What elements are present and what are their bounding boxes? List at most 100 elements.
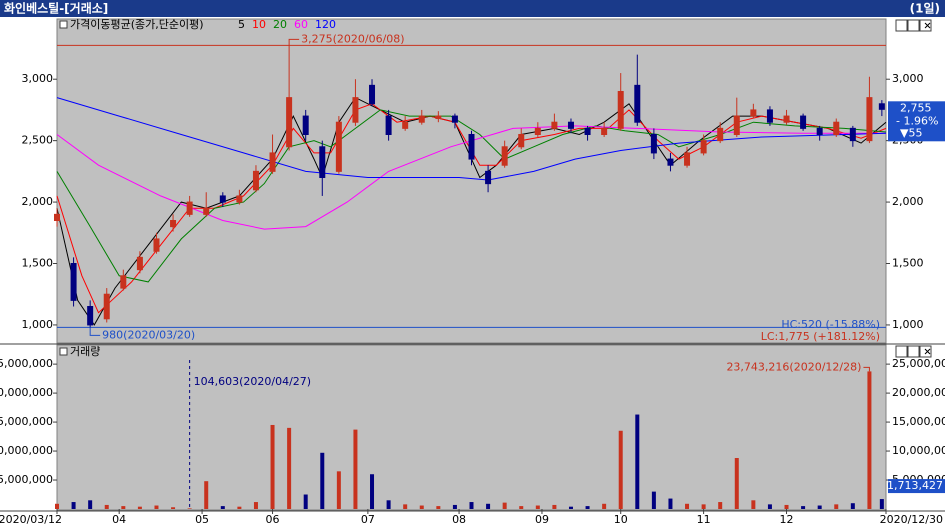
y-tick-label: 15,000,000 [892,415,945,428]
x-tick-label: 12 [780,513,794,526]
volume-bar [403,504,408,509]
volume-bar [303,494,308,509]
legend-entry: 5 [238,18,245,31]
candle-body [800,115,807,129]
period-label: (1일) [910,2,940,16]
volume-bar [171,507,176,509]
ma-line [56,125,886,230]
volume-bar [834,504,839,509]
volume-bar [817,505,822,509]
candle-body [352,97,359,123]
candle-body [418,115,425,123]
volume-bar [452,504,457,509]
volume-bar [253,502,258,509]
volume-bar [88,500,93,509]
y-tick-label: 25,000,000 [0,357,53,370]
volume-bar [685,503,690,509]
candle-body [866,97,873,142]
y-tick-label: 10,000,000 [0,444,53,457]
volume-bar [801,506,806,509]
candle-body [878,103,885,110]
annotation: 23,743,216(2020/12/28) [726,360,861,373]
y-tick-label: 1,500 [892,257,924,270]
legend-entry: 60 [294,18,308,31]
maximize-button[interactable] [907,19,920,32]
annotation: 3,275(2020/06/08) [301,32,404,45]
ma-line [56,109,887,283]
volume-bar [867,371,872,509]
volume-bar [104,504,109,509]
change: ▼55 [900,126,922,139]
candle-body [385,115,392,135]
volume-bar [55,503,59,509]
y-tick-label: 20,000,000 [892,386,945,399]
candle-body [650,133,657,154]
close-icon [924,22,931,29]
window-buttons[interactable] [895,19,932,358]
candle-body [700,140,707,154]
volume-bar [154,505,159,509]
candle-body [269,152,276,172]
y-tick-label: 2,500 [22,134,54,147]
volume-bar [718,502,723,509]
x-tick-label: 09 [535,513,549,526]
x-tick-label: 04 [112,513,126,526]
candle-body [518,133,525,148]
candle-body [451,115,458,123]
volume-bar [137,506,142,509]
volume-bar [879,499,884,509]
close-button[interactable] [919,19,932,32]
candle-body [601,127,608,135]
volume-bar [618,430,623,509]
candle-body [103,293,110,320]
candle-body [833,121,840,135]
legend-title: 가격이동평균(종가,단순이평) [70,18,204,31]
candle-body [684,152,691,166]
volume-bar [701,504,706,509]
annotation-arrow [89,327,101,336]
volume-title: 거래량 [70,345,100,358]
candle-body [170,220,177,228]
y-tick-label: 15,000,000 [0,415,53,428]
volume-bar [270,424,275,509]
current-price: 2,755 [900,101,932,114]
current-volume-box [888,479,945,494]
volume-bar [386,500,391,509]
candle-body [219,195,226,203]
volume-bar [370,474,375,509]
y-tick-label: 1,000 [22,318,54,331]
legend-box [59,347,68,356]
legend-entry: 10 [252,18,266,31]
change-pct: - 1.96% [896,114,938,127]
candle-body [534,127,541,135]
volume-bar [486,503,491,509]
annotation-arrow [288,38,300,46]
minimize-button[interactable] [895,19,908,32]
volume-bar [204,481,209,509]
candle-body [186,201,193,215]
volume-bar [287,427,292,509]
volume-bar [469,502,474,509]
volume-bar [237,506,242,509]
close-button[interactable] [919,345,932,358]
candle-body [551,121,558,129]
candle-body [717,127,724,142]
legend-entry: 20 [273,18,287,31]
candle-body [667,158,674,166]
volume-bar [187,508,192,509]
candle-body [252,170,259,191]
x-tick-label: 2020/12/30 [880,513,943,526]
candle-body [783,115,790,123]
annotation-arrow [863,366,870,372]
candle-body [435,115,442,120]
candle-body [319,146,326,178]
candle-body [402,121,409,129]
current-volume: 1,713,427 [887,479,943,492]
volume-bar [751,500,756,509]
minimize-button[interactable] [895,345,908,358]
maximize-button[interactable] [907,345,920,358]
volume-bar [220,506,225,509]
lc-label: LC:1,775 (+181.12%) [761,330,880,343]
